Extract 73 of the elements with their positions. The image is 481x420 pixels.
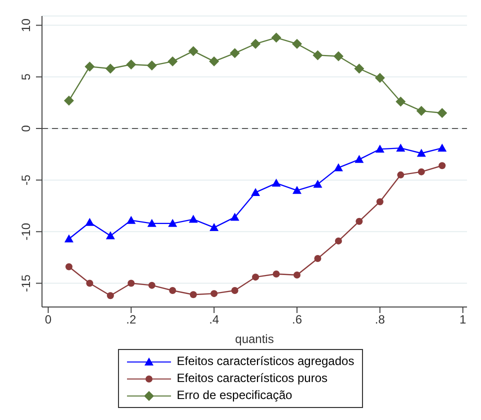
- point: [438, 144, 447, 152]
- x-tick-label: .6: [292, 312, 302, 327]
- point: [252, 274, 260, 281]
- point: [146, 60, 157, 71]
- point: [312, 50, 323, 60]
- point: [188, 214, 198, 223]
- point: [188, 46, 198, 56]
- point: [313, 180, 322, 188]
- point: [64, 234, 74, 242]
- point: [231, 286, 238, 294]
- point: [334, 163, 343, 172]
- point: [437, 108, 448, 118]
- point: [230, 212, 240, 221]
- point: [416, 148, 426, 157]
- legend-label: Erro de especificação: [176, 387, 292, 404]
- point: [169, 286, 176, 294]
- point: [168, 56, 178, 66]
- point: [210, 223, 219, 232]
- y-tick-label: 0: [19, 124, 33, 132]
- point: [397, 171, 404, 178]
- point: [272, 270, 280, 278]
- point: [190, 291, 197, 298]
- point: [209, 56, 220, 66]
- point: [334, 237, 342, 244]
- point: [314, 255, 322, 262]
- point: [333, 51, 344, 62]
- x-tick-label: .8: [374, 312, 386, 327]
- point: [396, 96, 406, 107]
- point: [126, 60, 136, 70]
- x-tick-label: 0: [44, 312, 52, 327]
- point: [84, 62, 95, 72]
- legend-label: Efeitos característicos puros: [176, 370, 328, 387]
- point: [251, 188, 260, 196]
- point: [376, 198, 384, 206]
- point: [168, 218, 178, 227]
- x-axis-title: quantis: [235, 332, 274, 346]
- point: [210, 290, 218, 298]
- point: [294, 272, 300, 279]
- point: [292, 186, 302, 194]
- point: [105, 64, 116, 74]
- point: [272, 178, 281, 187]
- point: [230, 48, 240, 58]
- point: [292, 38, 302, 49]
- y-tick-label: -10: [19, 222, 33, 240]
- point: [418, 168, 425, 176]
- point: [106, 292, 114, 300]
- point: [354, 154, 364, 163]
- x-tick-label: .4: [209, 312, 220, 327]
- point: [250, 38, 261, 49]
- point: [126, 216, 136, 224]
- point: [148, 282, 156, 289]
- point: [106, 231, 115, 240]
- y-tick-label: 5: [19, 73, 33, 80]
- point: [147, 218, 156, 227]
- point: [356, 218, 363, 225]
- point: [128, 280, 135, 287]
- x-tick-label: .2: [126, 312, 136, 327]
- point: [375, 144, 384, 153]
- y-tick-label: -5: [19, 174, 33, 186]
- point: [85, 218, 94, 226]
- x-tick-label: 1: [460, 312, 467, 327]
- point: [438, 162, 446, 170]
- point: [354, 64, 364, 74]
- y-tick-label: 10: [19, 18, 33, 32]
- point: [65, 263, 72, 270]
- point: [64, 96, 74, 106]
- legend-label: Efeitos característicos agregados: [176, 353, 354, 370]
- y-tick-label: -15: [19, 274, 33, 292]
- point: [86, 280, 94, 287]
- point: [416, 106, 426, 116]
- point: [271, 32, 282, 43]
- point: [396, 144, 406, 152]
- point: [374, 72, 385, 83]
